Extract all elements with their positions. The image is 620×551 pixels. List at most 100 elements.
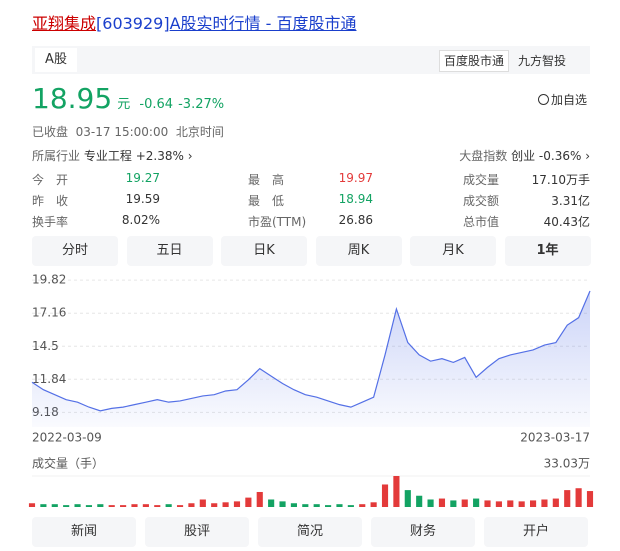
volume-bar (63, 505, 70, 507)
volume-bar (290, 503, 297, 507)
period-tab[interactable]: 分时 (32, 236, 118, 266)
stat-label: 市盈(TTM) (248, 215, 307, 229)
y-tick-label: 11.84 (32, 372, 66, 386)
period-tab[interactable]: 日K (221, 236, 307, 266)
stat-value: 17.10万手 (531, 173, 590, 187)
stat-label: 成交量 (463, 173, 500, 187)
nav-button[interactable]: 简况 (258, 517, 362, 547)
volume-bar (484, 500, 491, 507)
stat-label: 换手率 (32, 215, 69, 229)
volume-bar (359, 504, 366, 507)
volume-bar (404, 490, 411, 507)
stat-label: 总市值 (463, 215, 500, 229)
stat-value: 19.59 (125, 192, 160, 206)
volume-bar (302, 504, 309, 507)
volume-bar (438, 498, 446, 507)
volume-bar (336, 504, 343, 507)
volume-bar (473, 498, 480, 507)
volume-bar (370, 502, 377, 507)
add-watch-text[interactable]: 加自选 (551, 93, 588, 107)
volume-bar (51, 504, 58, 507)
title-name[interactable]: 亚翔集成 (32, 14, 97, 33)
volume-bar (541, 499, 548, 507)
nav-button[interactable]: 股评 (145, 517, 249, 547)
volume-bar (564, 490, 571, 507)
stat-value: 18.94 (338, 192, 373, 206)
y-tick-label: 14.5 (32, 339, 59, 353)
stat-value: 40.43亿 (543, 215, 590, 229)
volume-bar (268, 499, 275, 507)
volume-bar (347, 505, 354, 507)
volume-bar (416, 495, 423, 507)
index[interactable]: 大盘指数 创业 -0.36% › (459, 149, 590, 163)
index-label: 大盘指数 (459, 149, 508, 163)
status: 已收盘 03-17 15:00:00 北京时间 (32, 125, 224, 139)
brand-tab[interactable]: 九方智投 (518, 54, 567, 68)
title-rest[interactable]: A股实时行情 - 百度股市通 (169, 14, 357, 33)
period-tab[interactable]: 1年 (504, 236, 591, 266)
volume-bar (325, 505, 332, 507)
industry-label: 所属行业 (32, 149, 81, 163)
nav-button[interactable]: 新闻 (32, 517, 136, 547)
nav-button[interactable]: 开户 (484, 517, 588, 547)
volume-bar (40, 504, 47, 507)
stat-label: 最 低 (248, 194, 285, 208)
volume-bar (393, 476, 400, 507)
stat-label: 今 开 (32, 173, 69, 187)
volume-bar (381, 484, 389, 507)
price-area (32, 290, 590, 427)
price-line (31, 290, 591, 412)
period-tab[interactable]: 月K (410, 236, 496, 266)
volume-bar (529, 500, 537, 507)
title-code[interactable]: [603929] (96, 14, 170, 33)
volume-bar (313, 504, 320, 507)
index-name[interactable]: 创业 (511, 149, 536, 163)
period-tab[interactable]: 周K (315, 236, 402, 266)
volume-bar (188, 503, 195, 507)
add-watch[interactable]: 加自选 (538, 91, 587, 108)
brand-tab[interactable]: 百度股市通 (439, 50, 510, 72)
volume-bar (518, 501, 525, 507)
volume-bar (154, 505, 161, 507)
x-label: 2023-03-17 (520, 431, 590, 445)
volume-bar (142, 504, 149, 507)
volume-bar (85, 505, 93, 507)
volume-bar (233, 501, 241, 507)
industry[interactable]: 所属行业 专业工程 +2.38% › (32, 149, 193, 163)
title[interactable]: 亚翔集成[603929]A股实时行情 - 百度股市通 (32, 10, 356, 34)
stat-label: 昨 收 (32, 194, 69, 208)
volume-bar (222, 502, 229, 507)
volume-bar (586, 491, 594, 507)
market-tab[interactable]: A股 (35, 48, 77, 72)
volume-bar (165, 504, 172, 507)
stat-value: 19.27 (125, 171, 160, 185)
period-tab[interactable]: 五日 (126, 236, 213, 266)
stat-label: 成交额 (463, 194, 500, 208)
industry-name[interactable]: 专业工程 (83, 149, 132, 163)
volume-bar (552, 498, 559, 507)
volume-bar (461, 499, 468, 507)
volume-label: 成交量（手） (32, 456, 104, 471)
stat-label: 最 高 (248, 173, 285, 187)
volume-bar (450, 500, 457, 507)
volume-max-label: 33.03万 (544, 457, 590, 471)
change-pct: -3.27% (178, 97, 225, 112)
volume-bar (108, 505, 115, 507)
stat-value: 8.02% (121, 213, 160, 227)
volume-bar (131, 504, 138, 507)
price: 18.95 (32, 82, 113, 115)
nav-button[interactable]: 财务 (371, 517, 475, 547)
watch-icon (538, 94, 549, 105)
y-tick-label: 17.16 (32, 306, 66, 320)
stat-value: 26.86 (338, 213, 373, 227)
quote: 18.95 元 -0.64 -3.27% (32, 82, 224, 115)
volume-bar (97, 504, 104, 507)
volume-bar (74, 504, 81, 507)
volume-bar (427, 499, 434, 507)
y-tick-label: 19.82 (32, 273, 66, 287)
volume-bar (279, 501, 286, 507)
volume-bar (245, 497, 252, 507)
stat-value: 19.97 (338, 171, 373, 185)
